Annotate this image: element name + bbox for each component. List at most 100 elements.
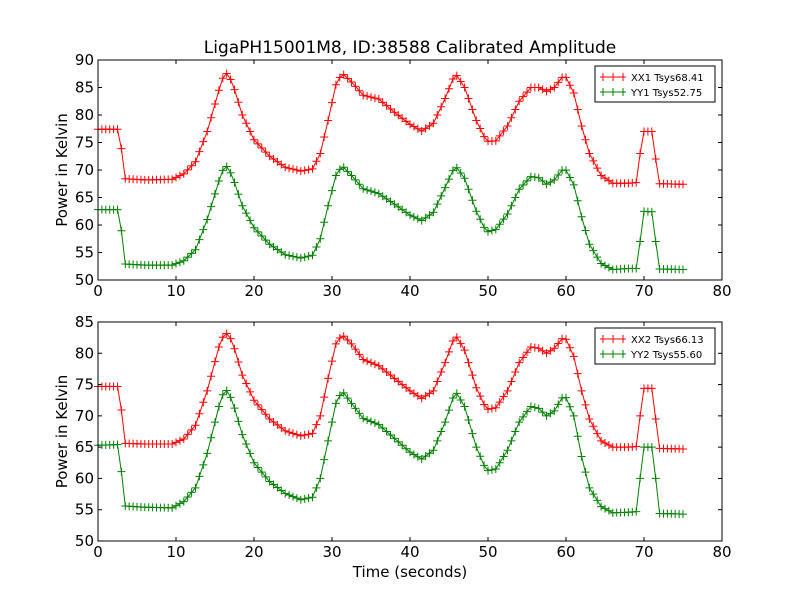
- data-point-marker: [320, 133, 329, 141]
- data-point-marker: [526, 402, 535, 411]
- data-point-marker: [409, 450, 418, 459]
- data-point-marker: [569, 180, 578, 189]
- data-point-marker: [351, 404, 360, 413]
- data-point-marker: [226, 334, 235, 343]
- data-point-marker: [285, 164, 294, 173]
- data-point-marker: [456, 168, 465, 177]
- data-point-marker: [484, 227, 492, 236]
- data-point-marker: [207, 202, 216, 211]
- legend: XX2 Tsys66.13 YY2 Tsys55.60: [594, 327, 716, 365]
- data-point-marker: [207, 113, 216, 122]
- data-point-marker: [242, 119, 251, 128]
- data-point-marker: [632, 507, 641, 516]
- data-point-marker: [117, 226, 126, 235]
- data-point-marker: [320, 455, 329, 464]
- data-point-marker: [113, 205, 122, 214]
- data-point-marker: [441, 418, 450, 427]
- data-point-marker: [585, 483, 594, 492]
- data-point-marker: [117, 405, 126, 414]
- data-point-marker: [429, 119, 438, 128]
- x-tick-label: 0: [93, 543, 103, 561]
- data-point-marker: [402, 444, 411, 453]
- data-point-marker: [246, 127, 255, 136]
- data-point-marker: [300, 166, 309, 175]
- data-point-marker: [355, 350, 364, 359]
- data-point-marker: [370, 94, 379, 103]
- data-point-marker: [316, 234, 325, 243]
- data-point-marker: [413, 124, 422, 133]
- data-point-marker: [261, 410, 270, 419]
- data-point-marker: [437, 102, 446, 111]
- data-point-marker: [445, 406, 453, 415]
- data-point-marker: [472, 207, 481, 216]
- data-point-marker: [304, 252, 313, 261]
- data-point-marker: [226, 168, 235, 177]
- data-point-marker: [339, 163, 348, 172]
- data-point-marker: [257, 232, 266, 240]
- x-tick-label: 30: [322, 543, 341, 561]
- data-point-marker: [581, 226, 590, 235]
- data-point-marker: [577, 122, 586, 130]
- data-point-marker: [448, 337, 457, 346]
- data-point-marker: [230, 404, 239, 413]
- y-tick-label: 60: [75, 216, 94, 234]
- data-point-marker: [499, 126, 508, 135]
- data-point-marker: [347, 78, 356, 86]
- x-axis-label: Time (seconds): [352, 563, 468, 581]
- data-point-marker: [214, 402, 223, 411]
- data-point-marker: [253, 139, 262, 148]
- data-point-marker: [308, 164, 317, 173]
- data-point-marker: [226, 393, 235, 402]
- legend-marker: [602, 73, 624, 81]
- data-point-marker: [250, 135, 258, 144]
- data-point-marker: [445, 347, 453, 356]
- data-point-marker: [335, 165, 344, 174]
- legend-marker: [602, 88, 624, 96]
- data-point-marker: [281, 489, 290, 498]
- data-point-marker: [530, 403, 539, 412]
- data-point-marker: [261, 236, 270, 245]
- data-point-marker: [484, 405, 492, 414]
- data-point-marker: [647, 207, 656, 216]
- data-point-marker: [487, 226, 496, 235]
- data-point-marker: [339, 70, 348, 79]
- data-point-marker: [452, 389, 461, 398]
- data-point-marker: [300, 494, 309, 503]
- data-point-marker: [437, 427, 446, 436]
- data-point-marker: [577, 452, 586, 461]
- data-point-marker: [538, 408, 547, 417]
- data-point-marker: [238, 201, 247, 210]
- data-point-marker: [331, 171, 340, 180]
- data-point-marker: [207, 372, 216, 381]
- data-point-marker: [390, 434, 399, 443]
- x-tick-label: 20: [244, 282, 263, 300]
- data-point-marker: [519, 353, 528, 362]
- data-point-marker: [328, 98, 336, 107]
- data-point-marker: [636, 411, 645, 420]
- data-point-marker: [519, 181, 528, 190]
- x-tick-label: 70: [634, 282, 653, 300]
- data-point-marker: [359, 184, 368, 193]
- data-point-marker: [203, 215, 212, 224]
- data-point-marker: [222, 386, 231, 395]
- data-point-marker: [472, 443, 481, 452]
- data-point-marker: [589, 422, 598, 431]
- data-point-marker: [515, 358, 524, 367]
- data-point-marker: [304, 165, 313, 174]
- data-point-marker: [343, 335, 352, 344]
- data-point-marker: [495, 131, 504, 140]
- data-point-marker: [429, 386, 438, 395]
- data-point-marker: [460, 402, 469, 411]
- axes-frame: [97, 59, 723, 281]
- data-point-marker: [331, 399, 340, 408]
- data-point-marker: [242, 440, 251, 449]
- data-point-marker: [565, 173, 574, 182]
- data-point-marker: [320, 218, 329, 227]
- data-point-marker: [526, 343, 535, 352]
- data-point-marker: [214, 177, 223, 185]
- data-point-marker: [491, 403, 500, 412]
- data-point-marker: [530, 343, 539, 352]
- data-point-marker: [331, 339, 340, 348]
- y-tick-label: 60: [75, 469, 94, 487]
- data-point-marker: [507, 377, 516, 386]
